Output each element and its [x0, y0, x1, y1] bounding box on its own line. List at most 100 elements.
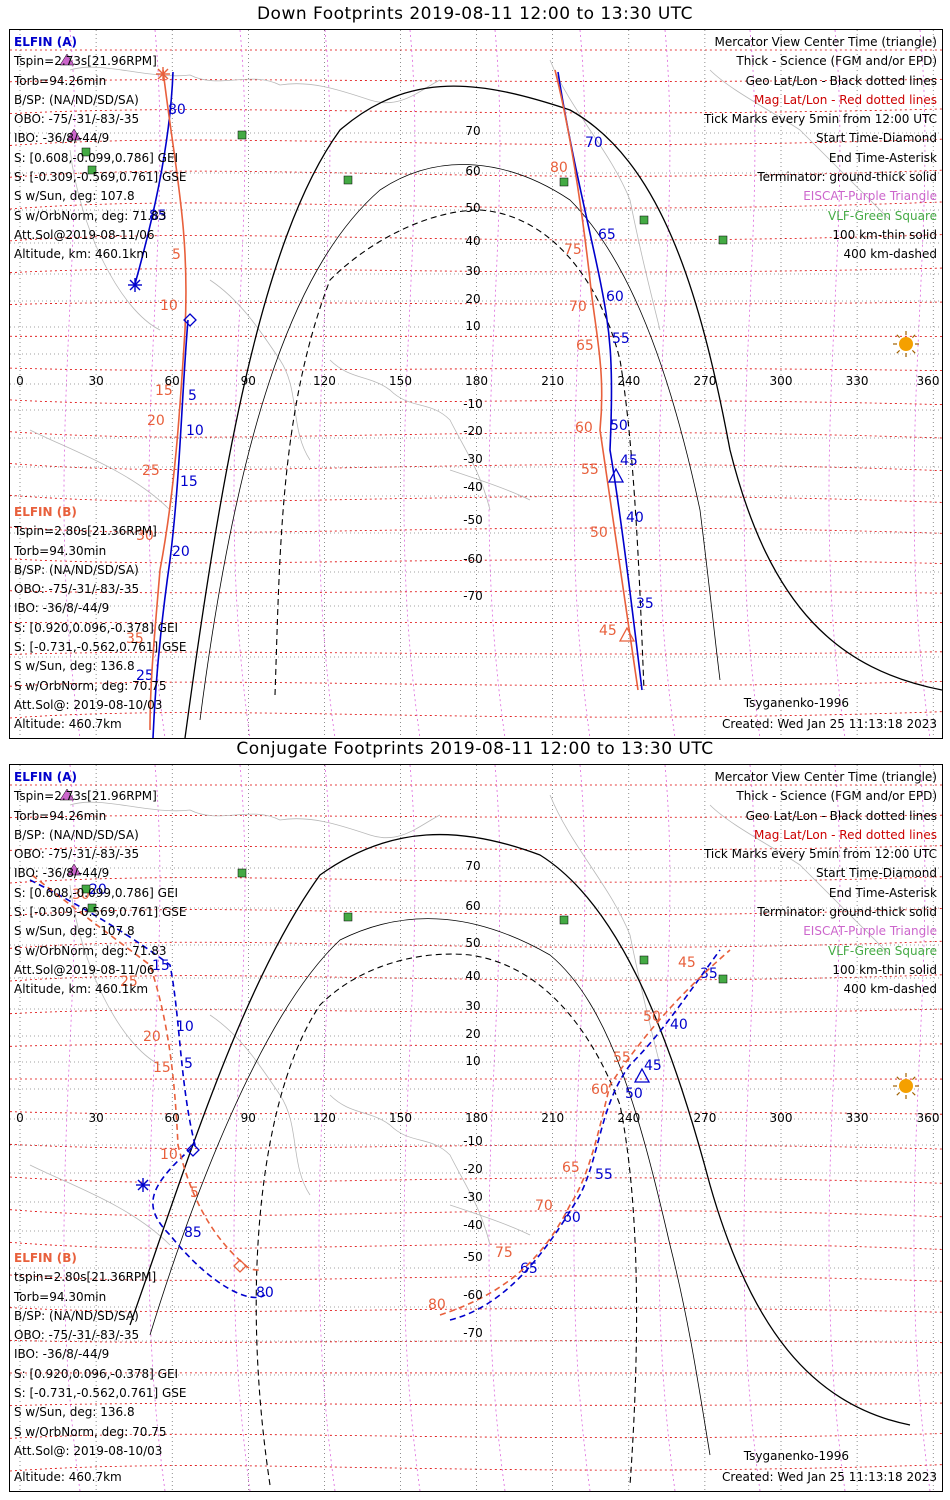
elfin-a-line: Tspin=2.73s[21.96RPM] — [14, 54, 157, 69]
conjugate-footprints-map: 2015105858065605550454035302520151058075… — [10, 765, 942, 1491]
mag-lat-line — [10, 1307, 942, 1313]
mag-lon-line — [573, 765, 591, 1491]
mag-lat-line — [10, 1241, 942, 1250]
lat-tick-label: 30 — [465, 999, 480, 1013]
lon-tick-label: 180 — [465, 1111, 488, 1125]
lat-tick-label: 40 — [465, 234, 480, 248]
mag-lat-line — [10, 711, 942, 719]
elfin-b-line: Att.Sol@: 2019-08-10/03 — [14, 697, 163, 712]
vlf-station-square — [718, 235, 728, 245]
elfin-a-line: Att.Sol@2019-08-11/06 — [14, 227, 155, 242]
lon-tick-label: 90 — [241, 374, 256, 388]
panel-2-title: Conjugate Footprints 2019-08-11 12:00 to… — [236, 739, 714, 759]
legend-line: 100 km-thin solid — [832, 962, 937, 977]
track-time-label: 25 — [120, 974, 138, 990]
legend-vlf: VLF-Green Square — [828, 208, 937, 223]
vlf-station-square — [81, 147, 91, 157]
track-time-label: 15 — [152, 958, 170, 974]
lat-tick-label: -10 — [463, 1134, 483, 1148]
track-time-label: 40 — [670, 1017, 688, 1033]
track-time-label: 5 — [190, 1185, 199, 1201]
elfin-a-info: ELFIN (A) Tspin=2.73s[21.96RPM] Torb=94.… — [14, 768, 187, 1000]
track-time-label: 60 — [591, 1082, 609, 1098]
legend-eiscat: EISCAT-Purple Triangle — [803, 189, 937, 204]
mag-lat-line — [10, 814, 942, 819]
sun-icon — [893, 1073, 919, 1099]
mag-lat-line — [10, 301, 942, 305]
mag-lat-line — [10, 201, 942, 210]
elfin-a-title: ELFIN (A) — [14, 770, 77, 784]
mag-lat-line — [10, 526, 942, 534]
track-time-label: 30 — [136, 528, 154, 544]
legend-line: End Time-Asterisk — [828, 885, 937, 900]
sun-icon — [893, 331, 919, 357]
lat-tick-label: -30 — [463, 1190, 483, 1204]
elfin-b-line: S w/OrbNorm, deg: 70.75 — [14, 1424, 167, 1439]
lon-tick-label: 150 — [389, 1111, 412, 1125]
track-time-label: 65 — [562, 1160, 580, 1176]
conjugate-footprints-panel: 20 15 10 5 85 80 65 60 55 50 45 40 35 30 25 20 15 10 5 80 75… — [9, 764, 943, 1492]
created-label: Created: Wed Jan 25 11:13:18 2023 — [722, 717, 937, 731]
lat-tick-label: -50 — [463, 513, 483, 527]
eiscat-triangle — [66, 863, 82, 876]
lat-tick-label: 10 — [465, 1054, 480, 1068]
legend-line: Thick - Science (FGM and/or EPD) — [736, 54, 937, 69]
elfin-b-title: ELFIN (B) — [14, 505, 77, 519]
mag-lat-line — [10, 138, 942, 146]
mag-lon-line — [743, 30, 761, 738]
elfin-a-line: Altitude, km: 460.1km — [14, 982, 149, 997]
track-time-label: 80 — [550, 160, 568, 176]
legend: Mercator View Center Time (triangle) Thi… — [704, 768, 937, 1000]
geo-grid — [10, 30, 942, 738]
mag-lat-line — [10, 845, 942, 851]
track-time-label: 5 — [172, 247, 181, 263]
down-footprints-map: 80 85 5 10 15 20 25 70 65 60 55 50 45 40 35 5 10 15 20 25 30… — [10, 30, 942, 738]
mag-lat-line — [10, 1402, 942, 1407]
elfin-a-north-track — [134, 71, 189, 738]
lat-tick-label: 50 — [465, 936, 480, 950]
track-time-label: 20 — [89, 882, 107, 898]
track-time-label: 45 — [620, 453, 638, 469]
lon-tick-label: 210 — [541, 1111, 564, 1125]
track-time-label: 60 — [563, 1210, 581, 1226]
lat-tick-label: -40 — [463, 480, 483, 494]
track-time-label: 65 — [576, 338, 594, 354]
terminator-100km — [199, 164, 721, 721]
track-time-label: 45 — [678, 955, 696, 971]
elfin-a-line: S w/Sun, deg: 107.8 — [14, 924, 135, 939]
track-time-label: 40 — [626, 510, 644, 526]
lon-tick-label: 240 — [617, 374, 640, 388]
lat-tick-label: 70 — [465, 124, 480, 138]
elfin-b-line: S: [-0.731,-0.562,0.761] GSE — [14, 1386, 187, 1401]
lon-tick-label: 360 — [917, 374, 940, 388]
lon-tick-label: 30 — [88, 1111, 103, 1125]
view-center-triangle — [633, 1067, 651, 1083]
elfin-b-title: ELFIN (B) — [14, 1251, 77, 1265]
elfin-b-line: S w/Sun, deg: 136.8 — [14, 1405, 135, 1420]
elfin-a-line: OBO: -75/-31/-83/-35 — [14, 847, 140, 862]
elfin-b-line: S w/OrbNorm, deg: 70.75 — [14, 678, 167, 693]
track-time-label: 70 — [585, 135, 603, 151]
mag-lat-line — [10, 558, 942, 564]
track-time-label: 55 — [612, 331, 630, 347]
elfin-b-line: IBO: -36/8/-44/9 — [14, 1347, 110, 1362]
track-time-label: 55 — [581, 462, 599, 478]
mag-lon-line — [828, 30, 846, 738]
mag-lat-line — [10, 431, 942, 439]
mag-lat-line — [10, 1274, 942, 1282]
track-time-label: 60 — [575, 420, 593, 436]
legend-line: Geo Lat/Lon - Black dotted lines — [745, 73, 937, 88]
track-time-label: 5 — [184, 1056, 193, 1072]
elfin-a-line: OBO: -75/-31/-83/-35 — [14, 112, 140, 127]
lat-tick-label: 70 — [465, 859, 480, 873]
track-time-label: 50 — [610, 418, 628, 434]
elfin-a-north-track — [29, 879, 266, 1299]
continent-outlines — [29, 59, 891, 511]
lon-tick-label: 240 — [617, 1111, 640, 1125]
mag-lon-line — [63, 765, 81, 1491]
start-diamond — [183, 313, 197, 327]
elfin-b-altitude: Altitude: 460.7km — [14, 717, 122, 731]
lon-tick-label: 0 — [16, 374, 24, 388]
lon-tick-label: 60 — [165, 1111, 180, 1125]
track-time-label: 10 — [176, 1019, 194, 1035]
